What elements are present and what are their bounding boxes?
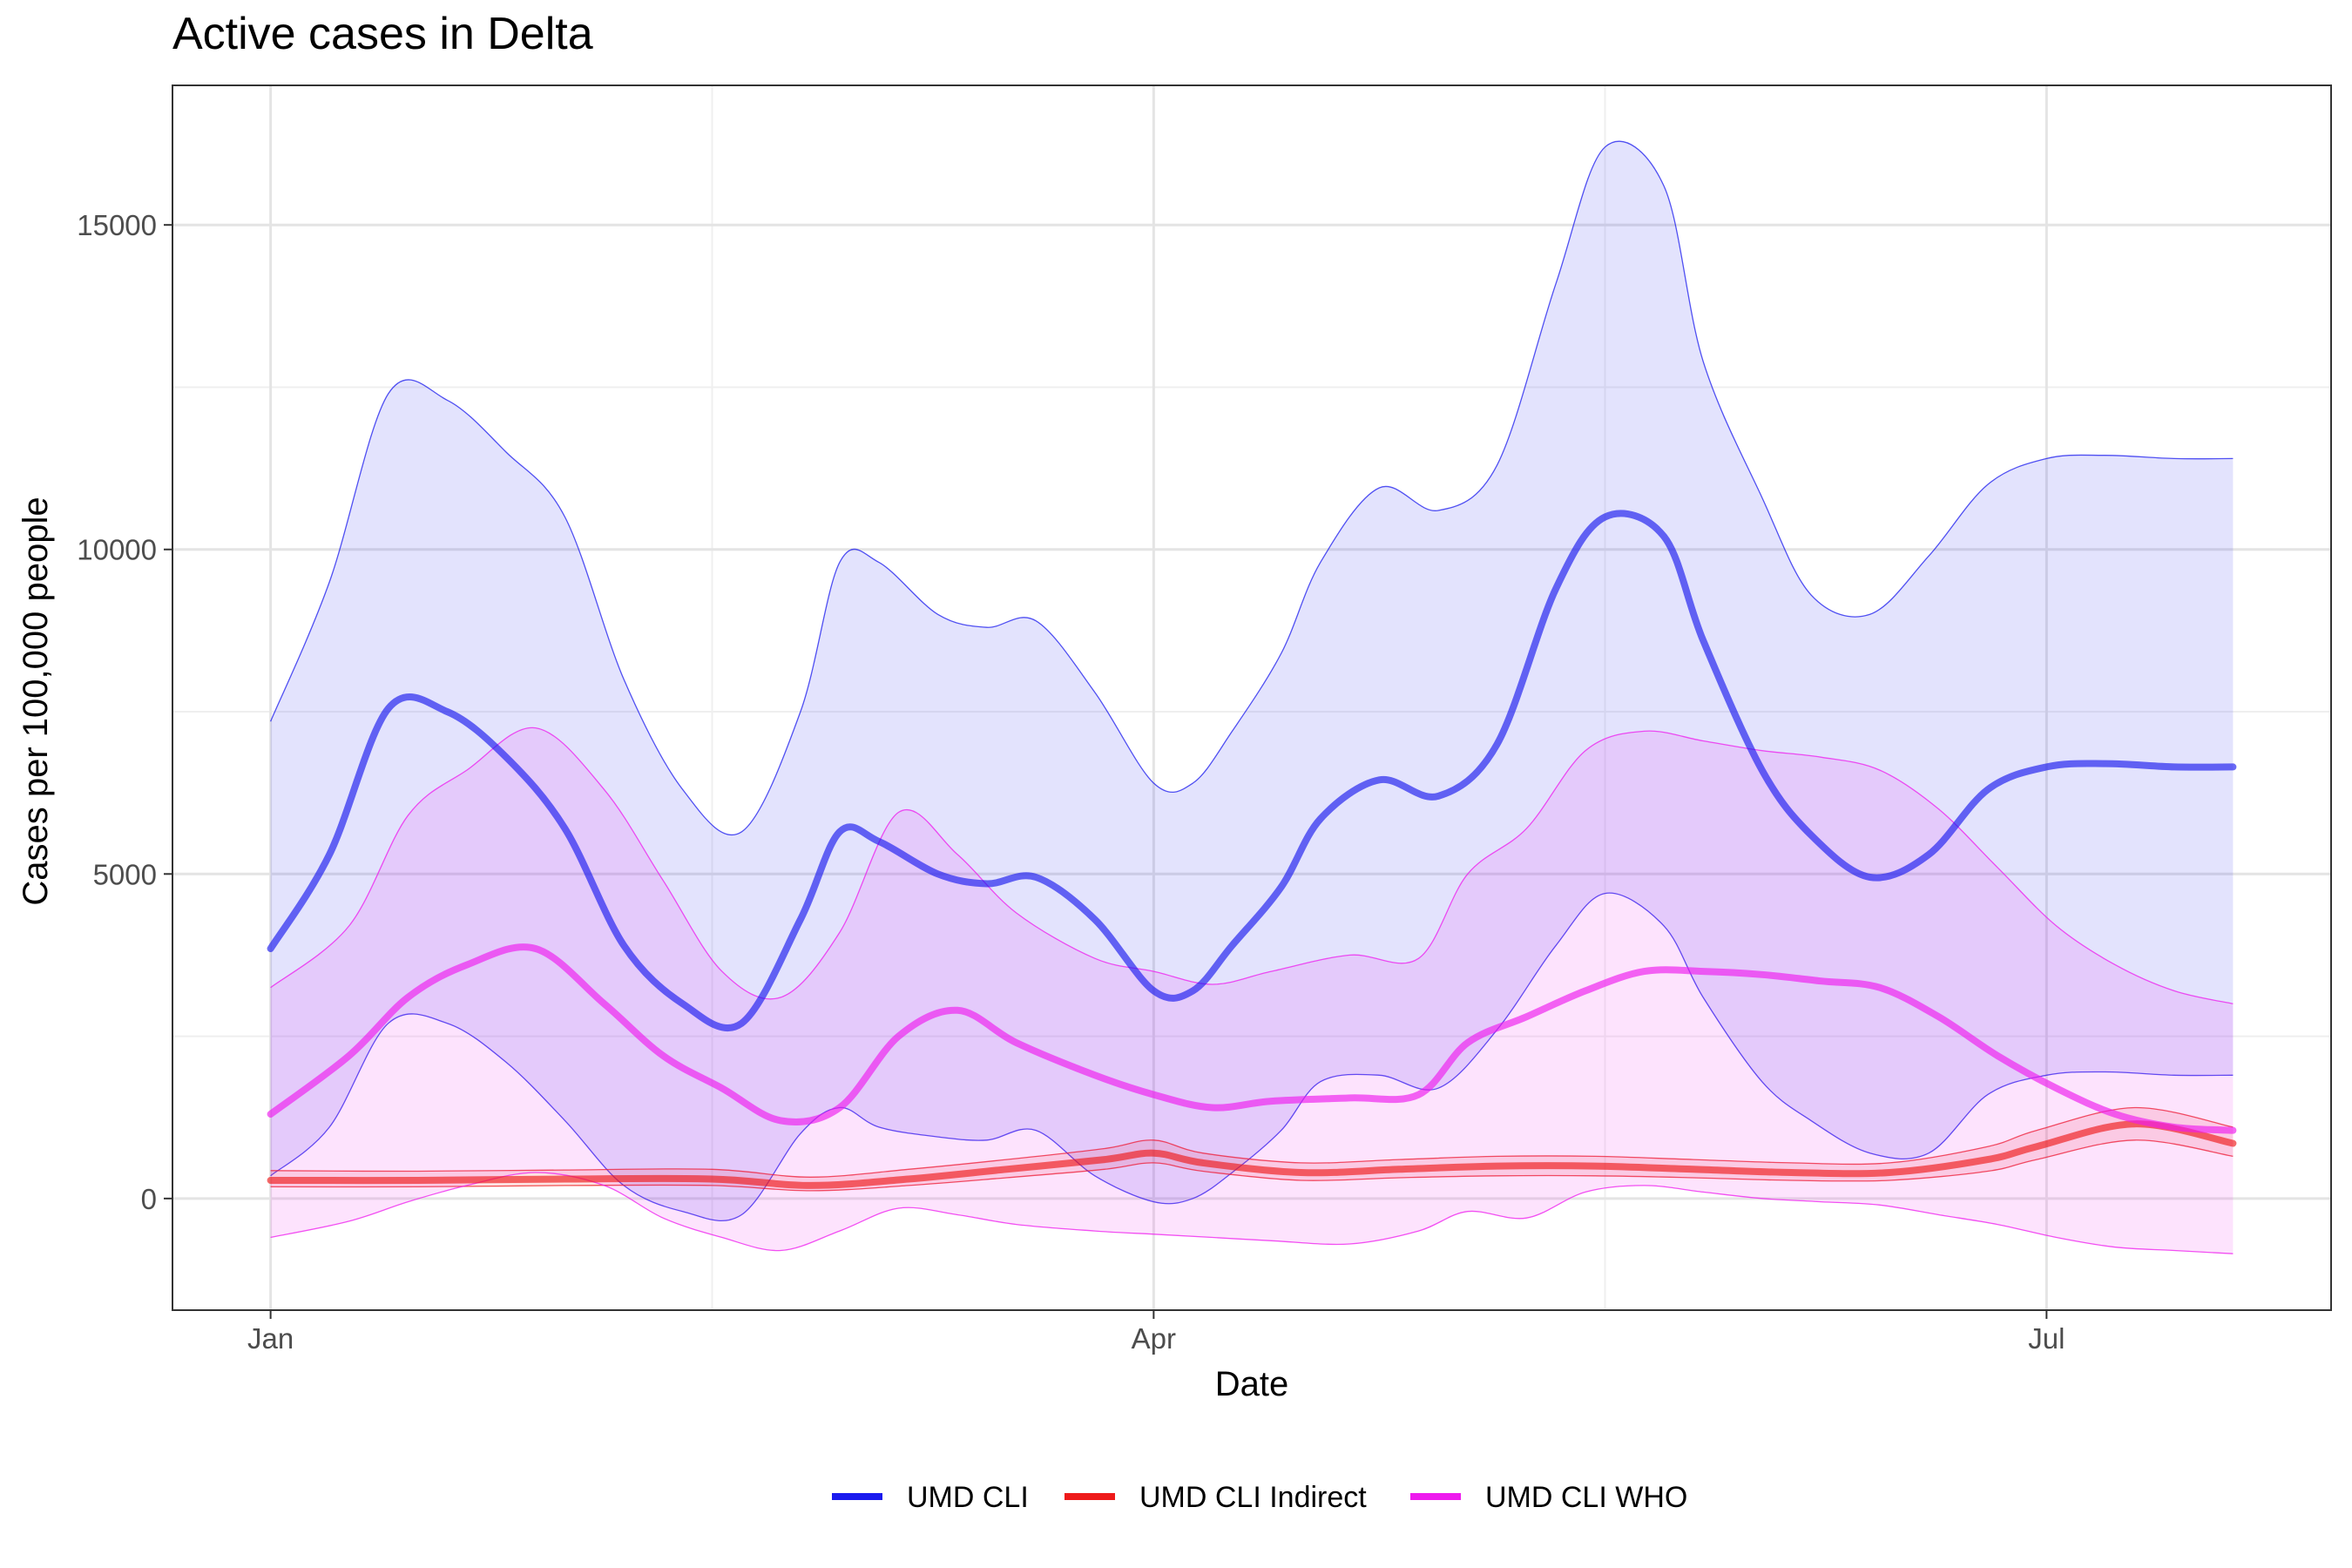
band-lower-edge bbox=[270, 1139, 2234, 1192]
legend-label: UMD CLI bbox=[907, 1481, 1029, 1514]
y-tick-label: 0 bbox=[141, 1183, 157, 1215]
legend-label: UMD CLI Indirect bbox=[1139, 1481, 1367, 1514]
series-line bbox=[267, 1120, 2237, 1189]
band-lower-edge bbox=[270, 1172, 2234, 1254]
confidence-band bbox=[270, 727, 2234, 1254]
confidence-band bbox=[270, 141, 2234, 1221]
x-tick-label: Jan bbox=[247, 1322, 294, 1355]
band-upper-edge bbox=[270, 1106, 2234, 1178]
y-axis-label: Cases per 100,000 people bbox=[17, 497, 55, 905]
x-axis-label: Date bbox=[1215, 1365, 1289, 1403]
chart-title: Active cases in Delta bbox=[172, 9, 593, 59]
y-axis: 0 5000 10000 15000 bbox=[77, 209, 172, 1215]
y-tick-label: 5000 bbox=[93, 858, 157, 890]
x-tick-label: Jul bbox=[2028, 1322, 2065, 1355]
plot-panel-border bbox=[172, 84, 2332, 1311]
y-tick-label: 10000 bbox=[77, 534, 157, 566]
series-line bbox=[267, 510, 2237, 1031]
x-axis: Jan Apr Jul bbox=[247, 1310, 2065, 1355]
y-tick-label: 15000 bbox=[77, 209, 157, 241]
band-upper-edge bbox=[270, 727, 2234, 1004]
x-tick-label: Apr bbox=[1132, 1322, 1176, 1355]
legend-label: UMD CLI WHO bbox=[1485, 1481, 1687, 1514]
band-upper-edge bbox=[270, 140, 2234, 836]
series-lines bbox=[267, 510, 2237, 1189]
series-line bbox=[267, 943, 2237, 1134]
legend: UMD CLI UMD CLI Indirect UMD CLI WHO bbox=[832, 1481, 1687, 1514]
band-lower-edge bbox=[270, 892, 2234, 1222]
grid bbox=[172, 85, 2331, 1310]
